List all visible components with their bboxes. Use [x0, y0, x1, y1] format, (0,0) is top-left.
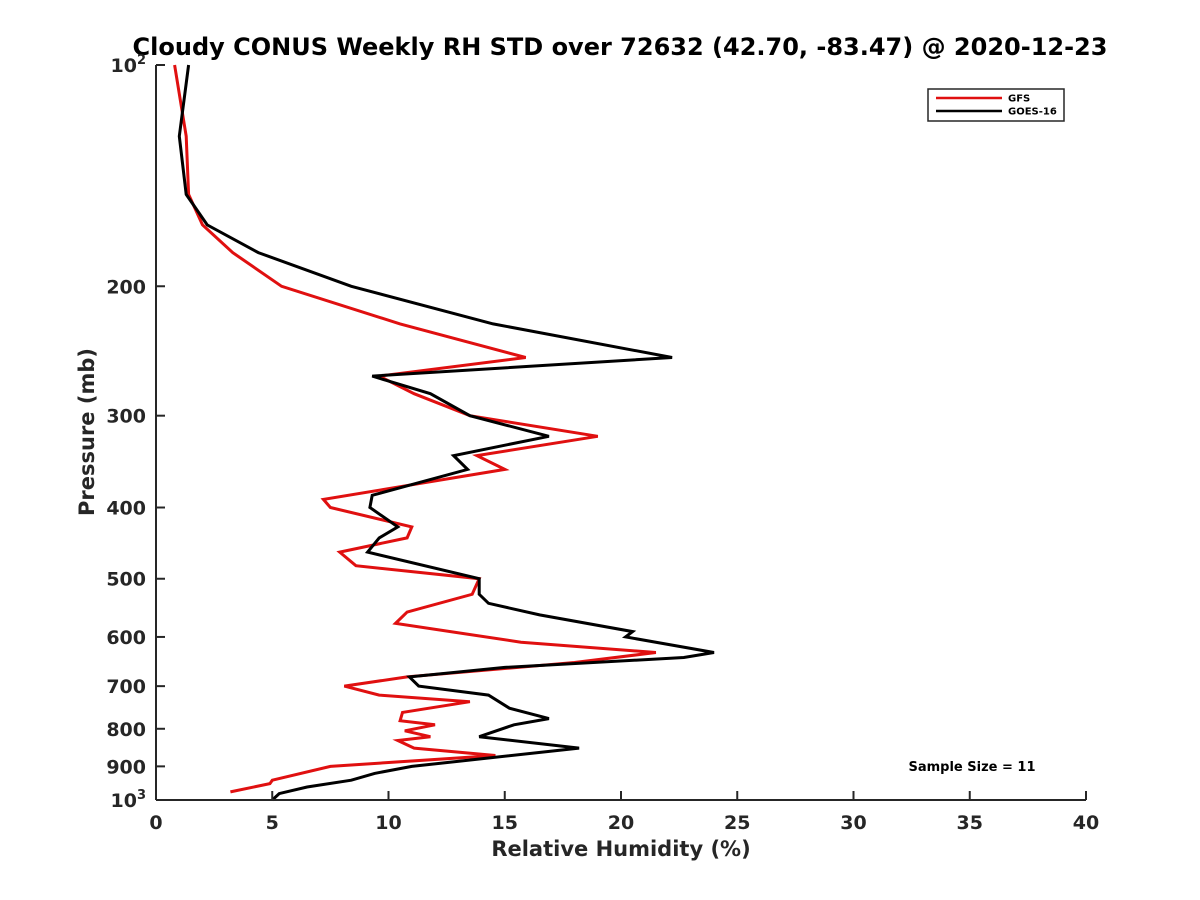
chart-title: Cloudy CONUS Weekly RH STD over 72632 (4…	[133, 33, 1108, 61]
y-tick-label: 500	[106, 569, 146, 591]
series-line-goes16	[177, 64, 715, 802]
legend: GFS GOES-16	[927, 88, 1065, 122]
y-axis-ticks: 102 200 300 400 500 600 700 800 900 103	[106, 53, 165, 812]
x-axis-label: Relative Humidity (%)	[491, 837, 750, 861]
y-tick-label: 102	[111, 53, 147, 77]
x-tick-label: 15	[492, 812, 518, 834]
legend-label-gfs: GFS	[1008, 94, 1030, 105]
y-tick-label: 400	[106, 498, 146, 520]
y-tick-label: 200	[106, 276, 146, 298]
x-tick-label: 25	[724, 812, 750, 834]
x-tick-label: 35	[957, 812, 983, 834]
x-tick-label: 10	[375, 812, 401, 834]
y-tick-label: 600	[106, 627, 146, 649]
x-axis-ticks: 0 5 10 15 20 25 30 35 40	[149, 791, 1099, 834]
y-tick-label: 900	[106, 756, 146, 778]
series-line-gfs	[173, 64, 657, 794]
y-tick-label: 800	[106, 719, 146, 741]
y-axis-label: Pressure (mb)	[75, 348, 99, 516]
x-tick-label: 40	[1073, 812, 1099, 834]
y-tick-label: 700	[106, 676, 146, 698]
x-tick-label: 0	[149, 812, 162, 834]
y-tick-label: 300	[106, 406, 146, 428]
sample-size-annotation: Sample Size = 11	[908, 760, 1035, 775]
legend-label-goes16: GOES-16	[1008, 107, 1057, 118]
plot-background	[156, 65, 1086, 800]
plot-area: 0 5 10 15 20 25 30 35 40 102 200 300 400 500 600 700 80…	[106, 53, 1099, 834]
x-tick-label: 5	[266, 812, 279, 834]
legend-box	[927, 88, 1065, 122]
x-tick-label: 20	[608, 812, 634, 834]
x-tick-label: 30	[840, 812, 866, 834]
series-layer	[173, 64, 715, 802]
y-tick-label: 103	[111, 788, 147, 812]
